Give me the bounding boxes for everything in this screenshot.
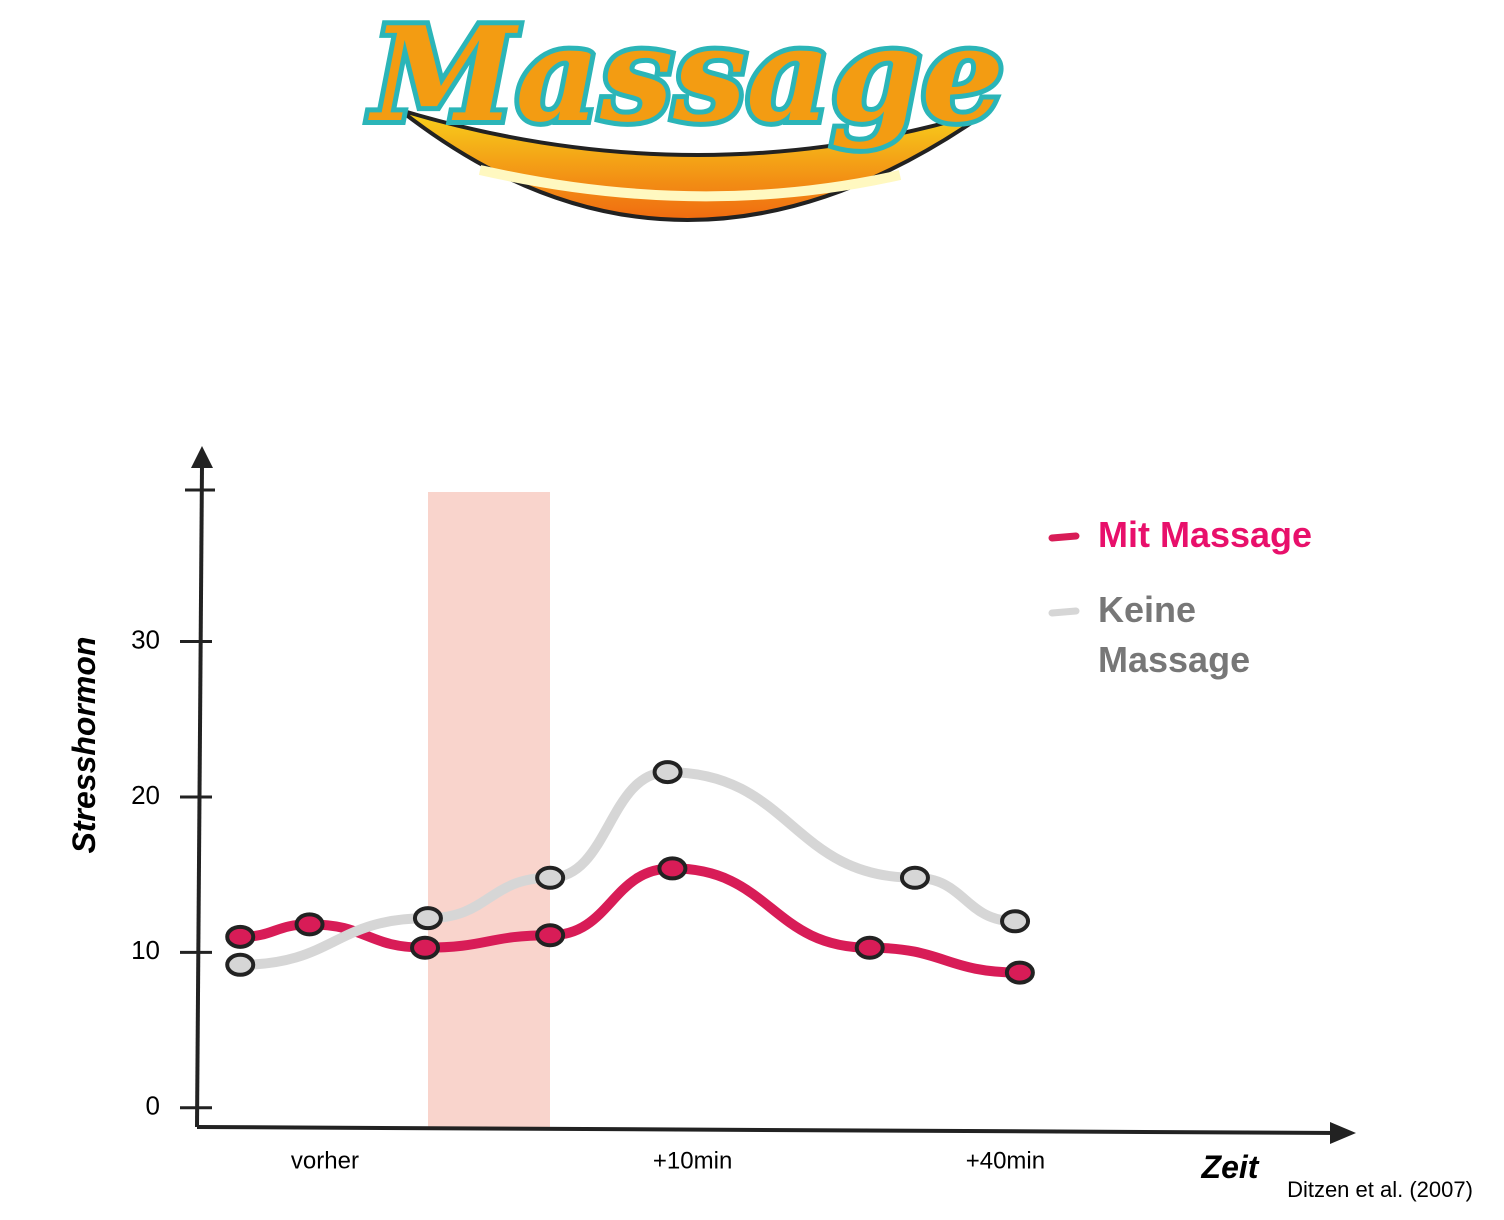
data-point — [652, 760, 683, 785]
data-point — [657, 856, 688, 881]
data-point — [412, 906, 443, 931]
legend-label: Mit Massage — [1098, 514, 1313, 555]
massage-period — [428, 492, 550, 1127]
y-tick-label: 20 — [131, 780, 160, 810]
x-axis-label: Zeit — [1201, 1149, 1260, 1185]
y-tick-label: 30 — [131, 624, 160, 654]
data-point — [225, 924, 256, 949]
x-tick-label: +40min — [966, 1147, 1045, 1174]
y-tick-label: 10 — [131, 935, 160, 965]
source: Ditzen et al. (2007) — [1287, 1177, 1473, 1202]
data-point — [410, 935, 441, 960]
data-point — [1000, 909, 1031, 934]
data-point — [225, 952, 256, 977]
y-axis-label: Stresshormon — [66, 637, 102, 854]
x-tick-label: vorher — [291, 1147, 359, 1174]
data-point — [854, 935, 885, 960]
legend-swatch — [1048, 532, 1080, 542]
y-tick-label: 0 — [146, 1091, 160, 1121]
title-art — [398, 108, 992, 222]
series-line — [235, 767, 1021, 970]
data-point — [294, 912, 325, 937]
chart-title: Massage — [368, 0, 1004, 151]
data-point — [899, 865, 930, 890]
data-point — [535, 923, 566, 948]
legend-swatch — [1048, 607, 1080, 617]
data-point — [535, 865, 566, 890]
x-tick-label: +10min — [653, 1147, 732, 1174]
data-point — [1004, 960, 1035, 985]
legend-label: Keine Massage — [1098, 589, 1251, 680]
